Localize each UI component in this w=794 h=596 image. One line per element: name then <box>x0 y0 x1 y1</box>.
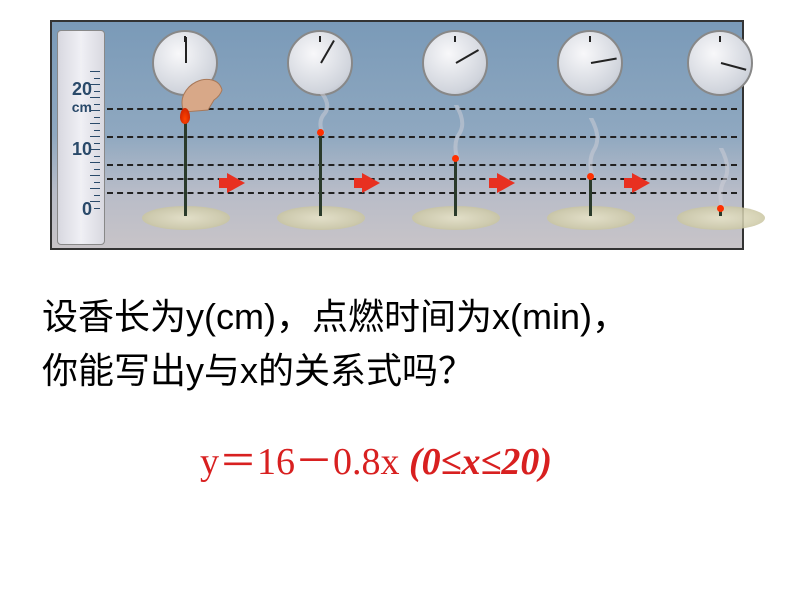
dashed-reference-line <box>107 136 737 138</box>
progress-arrow-icon <box>362 173 380 193</box>
ember-icon <box>452 155 459 162</box>
smoke-icon <box>713 148 733 210</box>
ruler-label-10: 10 <box>62 139 92 160</box>
ember-icon <box>317 129 324 136</box>
ember-icon <box>717 205 724 212</box>
ruler-tick <box>94 91 100 92</box>
ruler-tick <box>94 104 100 105</box>
ember-icon <box>587 173 594 180</box>
dashed-reference-line <box>107 164 737 166</box>
equation-domain: (0≤x≤20) <box>409 441 552 483</box>
ruler-tick <box>90 136 100 137</box>
incense-stick <box>589 178 592 216</box>
clock-icon <box>557 30 623 96</box>
ruler-tick <box>94 130 100 131</box>
ruler-tick <box>90 149 100 150</box>
clock-hand <box>320 40 335 64</box>
ruler-unit: cm <box>62 99 92 115</box>
ruler-tick <box>90 84 100 85</box>
ruler-tick <box>90 71 100 72</box>
incense-stick <box>184 120 187 216</box>
ruler-tick <box>94 143 100 144</box>
clock-hand <box>456 49 480 64</box>
ruler-label-20: 20 <box>62 79 92 100</box>
clock-icon <box>422 30 488 96</box>
ruler-tick <box>90 201 100 202</box>
ruler-tick <box>90 175 100 176</box>
ruler-tick <box>94 78 100 79</box>
smoke-icon <box>313 92 333 134</box>
ruler-tick <box>90 97 100 98</box>
incense-stick <box>454 160 457 216</box>
equation-prefix: y＝16－0.8x <box>200 441 409 483</box>
ruler-tick <box>94 195 100 196</box>
clock-hand <box>591 58 617 64</box>
incense-illustration: 20 cm 10 0 <box>50 20 744 250</box>
equation: y＝16－0.8x (0≤x≤20) <box>200 430 552 485</box>
progress-arrow-icon <box>227 173 245 193</box>
clock-hand <box>721 62 747 71</box>
progress-arrow-icon <box>632 173 650 193</box>
question-line2: 你能写出y与x的关系式吗？ <box>42 350 474 391</box>
ruler-label-0: 0 <box>62 199 92 220</box>
ruler-tick <box>94 156 100 157</box>
progress-arrow-icon <box>497 173 515 193</box>
ruler-tick <box>94 117 100 118</box>
smoke-icon <box>448 105 468 160</box>
ruler-tick <box>94 169 100 170</box>
ruler-tick <box>90 110 100 111</box>
clock-icon <box>287 30 353 96</box>
ruler-tick <box>94 182 100 183</box>
flame-icon <box>180 108 190 124</box>
ruler-tick <box>90 123 100 124</box>
question-text: 设香长为y(cm)，点燃时间为x(min)， 你能写出y与x的关系式吗？ <box>42 290 762 398</box>
ruler-tick <box>90 188 100 189</box>
ruler: 20 cm 10 0 <box>57 30 105 245</box>
ruler-tick <box>94 208 100 209</box>
smoke-icon <box>583 118 603 178</box>
question-line1: 设香长为y(cm)，点燃时间为x(min)， <box>42 296 628 337</box>
incense-stick <box>319 134 322 216</box>
clock-icon <box>687 30 753 96</box>
ruler-tick <box>90 162 100 163</box>
